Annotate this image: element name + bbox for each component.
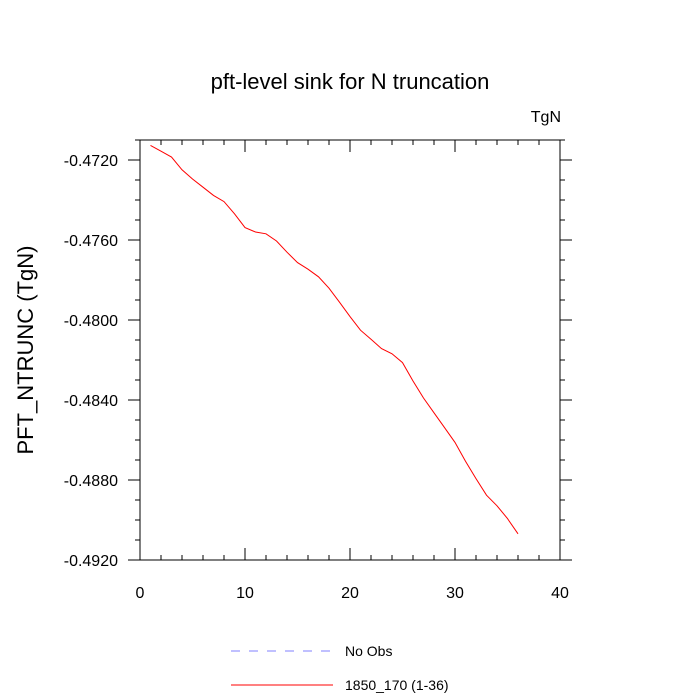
- chart-title: pft-level sink for N truncation: [211, 69, 490, 94]
- units-label: TgN: [531, 109, 561, 126]
- axis-ticks: [128, 139, 572, 561]
- y-tick-label: -0.4800: [64, 313, 118, 330]
- x-tick-label: 10: [236, 585, 254, 602]
- y-tick-label: -0.4760: [64, 233, 118, 250]
- x-tick-label: 20: [341, 585, 359, 602]
- plot-frame: [139, 139, 561, 561]
- y-tick-label: -0.4920: [64, 553, 118, 570]
- legend: No Obs 1850_170 (1-36): [231, 643, 449, 693]
- legend-label: No Obs: [345, 643, 392, 659]
- series-line: [150, 144, 519, 535]
- y-axis-label: PFT_NTRUNC (TgN): [13, 246, 38, 455]
- x-tick-label: 40: [551, 585, 569, 602]
- y-tick-labels: -0.4720 -0.4760 -0.4800 -0.4840 -0.4880 -0.49…: [64, 153, 118, 570]
- y-tick-label: -0.4840: [64, 393, 118, 410]
- legend-label: 1850_170 (1-36): [345, 677, 449, 693]
- series-group: [150, 144, 519, 535]
- x-tick-label: 30: [446, 585, 464, 602]
- y-tick-label: -0.4880: [64, 473, 118, 490]
- x-tick-label: 0: [136, 585, 145, 602]
- x-tick-labels: 0 10 20 30 40: [136, 585, 569, 602]
- y-tick-label: -0.4720: [64, 153, 118, 170]
